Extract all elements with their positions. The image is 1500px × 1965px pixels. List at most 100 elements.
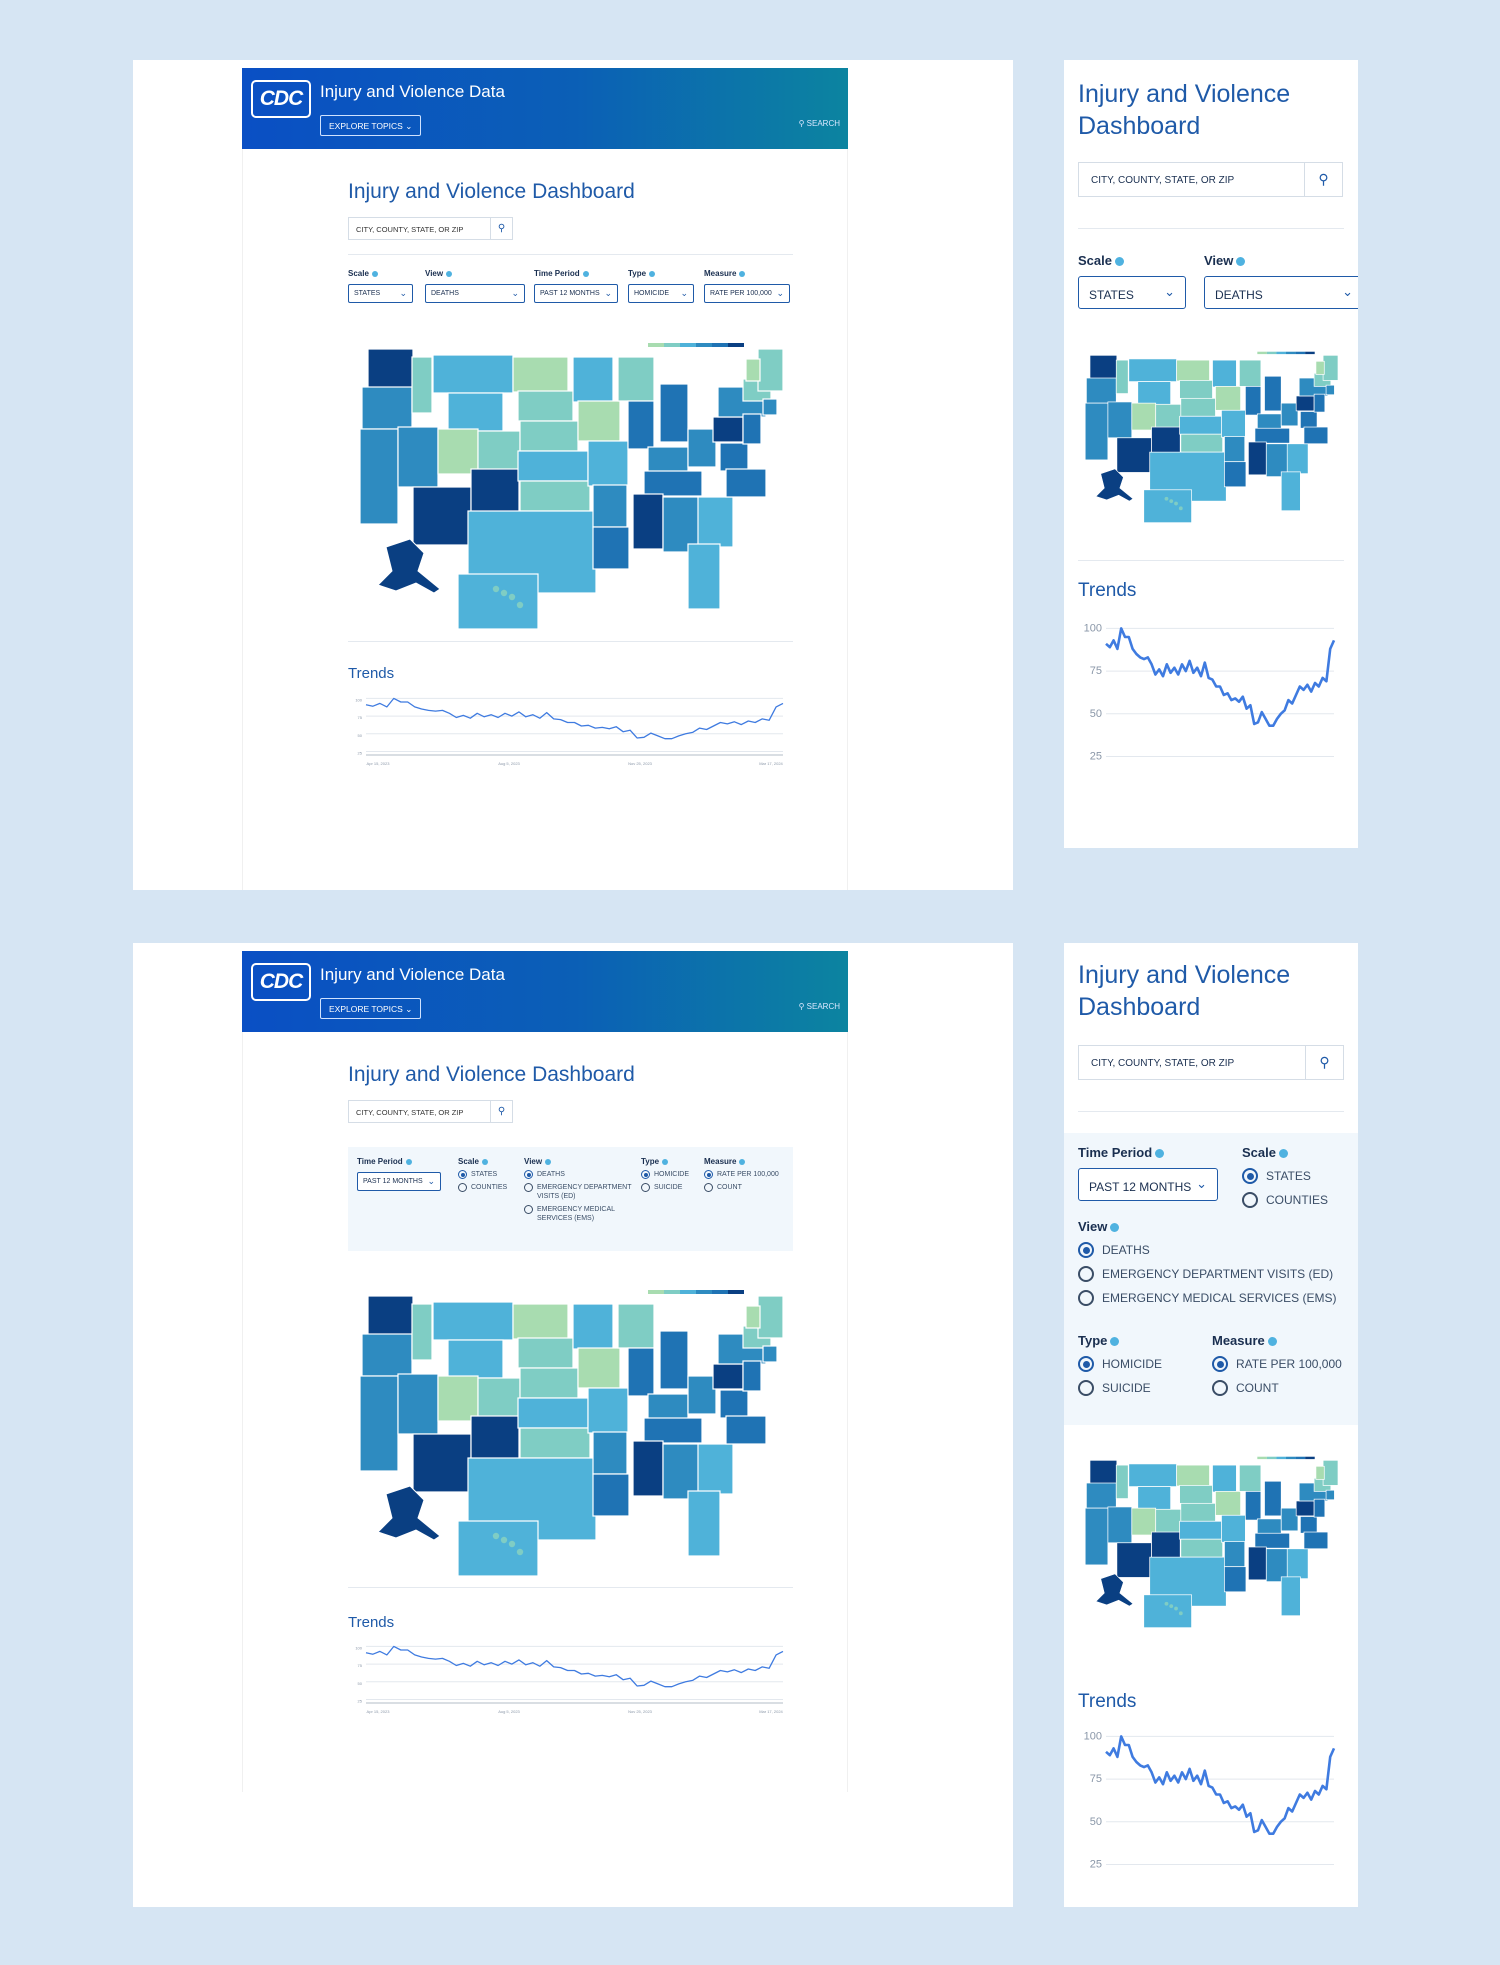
- state-shape: [1303, 1531, 1329, 1550]
- info-icon[interactable]: [739, 1158, 746, 1165]
- site-title[interactable]: Injury and Violence Data: [320, 82, 505, 101]
- info-icon[interactable]: [545, 1158, 552, 1165]
- measure-option-rate[interactable]: RATE PER 100,000: [1212, 1356, 1352, 1372]
- radio-selected[interactable]: [1212, 1356, 1228, 1372]
- radio-selected[interactable]: [1242, 1168, 1258, 1184]
- time-period-select[interactable]: PAST 12 MONTHS ⌄: [357, 1172, 441, 1191]
- radio-unselected[interactable]: [524, 1183, 533, 1192]
- radio-unselected[interactable]: [704, 1183, 713, 1192]
- info-icon[interactable]: [481, 1158, 488, 1165]
- scale-select[interactable]: STATES ⌄: [1078, 276, 1186, 309]
- search-icon[interactable]: ⚲: [490, 1101, 512, 1122]
- divider: [348, 1587, 793, 1588]
- info-icon[interactable]: [371, 270, 378, 277]
- search-placeholder: CITY, COUNTY, STATE, OR ZIP: [1091, 1058, 1235, 1069]
- measure-select[interactable]: RATE PER 100,000 ⌄: [704, 284, 790, 303]
- explore-topics-button[interactable]: EXPLORE TOPICS ⌄: [320, 115, 422, 136]
- type-option-homicide[interactable]: HOMICIDE: [641, 1170, 697, 1179]
- radio-unselected[interactable]: [1078, 1266, 1094, 1282]
- info-icon[interactable]: [739, 270, 746, 277]
- site-frame: CDC Injury and Violence Data EXPLORE TOP…: [242, 68, 848, 890]
- view-option-ed[interactable]: EMERGENCY DEPARTMENT VISITS (ED): [524, 1183, 634, 1201]
- info-icon[interactable]: [582, 270, 589, 277]
- info-icon[interactable]: [1267, 1337, 1277, 1347]
- cdc-logo[interactable]: CDC: [251, 80, 311, 118]
- measure-option-count[interactable]: COUNT: [704, 1183, 792, 1192]
- view-option-ems[interactable]: EMERGENCY MEDICAL SERVICES (EMS): [524, 1205, 634, 1223]
- radio-unselected[interactable]: [1078, 1380, 1094, 1396]
- scale-select[interactable]: STATES ⌄: [348, 284, 413, 303]
- state-shape: [587, 1387, 629, 1434]
- view-option-deaths[interactable]: DEATHS: [524, 1170, 634, 1179]
- radio-selected[interactable]: [524, 1170, 533, 1179]
- view-select[interactable]: DEATHS ⌄: [1204, 276, 1358, 309]
- time-period-value: PAST 12 MONTHS: [363, 1178, 423, 1185]
- y-tick-label: 25: [1090, 1858, 1102, 1870]
- site-title[interactable]: Injury and Violence Data: [320, 965, 505, 984]
- trends-chart: 100 75 50 25 Apr 15, 2023 Aug 5, 2023 Nov 25, …: [348, 1637, 793, 1722]
- option-label: DEATHS: [1102, 1243, 1150, 1257]
- measure-option-count[interactable]: COUNT: [1212, 1380, 1352, 1396]
- info-icon[interactable]: [1110, 1337, 1120, 1347]
- scale-option-counties[interactable]: COUNTIES: [1242, 1192, 1352, 1208]
- info-icon[interactable]: [1236, 257, 1246, 267]
- header-search-label: SEARCH: [806, 119, 840, 128]
- type-option-suicide[interactable]: SUICIDE: [1078, 1380, 1198, 1396]
- scale-option-states[interactable]: STATES: [1242, 1168, 1352, 1184]
- view-option-deaths[interactable]: DEATHS: [1078, 1242, 1348, 1258]
- state-shape: [1084, 402, 1109, 461]
- time-period-select[interactable]: PAST 12 MONTHS ⌄: [1078, 1168, 1218, 1201]
- radio-selected[interactable]: [641, 1170, 650, 1179]
- view-option-ed[interactable]: EMERGENCY DEPARTMENT VISITS (ED): [1078, 1266, 1348, 1282]
- radio-unselected[interactable]: [524, 1205, 533, 1214]
- cdc-logo[interactable]: CDC: [251, 963, 311, 1001]
- info-icon[interactable]: [1114, 257, 1124, 267]
- y-tick-label: 50: [1090, 708, 1102, 720]
- search-icon[interactable]: ⚲: [1305, 1046, 1343, 1079]
- option-label: COUNTIES: [471, 1184, 508, 1191]
- radio-selected[interactable]: [704, 1170, 713, 1179]
- radio-unselected[interactable]: [1078, 1290, 1094, 1306]
- explore-topics-button[interactable]: EXPLORE TOPICS ⌄: [320, 998, 422, 1019]
- info-icon[interactable]: [1110, 1223, 1120, 1233]
- type-select[interactable]: HOMICIDE ⌄: [628, 284, 694, 303]
- radio-unselected[interactable]: [1212, 1380, 1228, 1396]
- type-filter: Type HOMICIDE ⌄: [628, 269, 694, 303]
- search-icon[interactable]: ⚲: [490, 218, 512, 239]
- header-search-link[interactable]: ⚲ SEARCH: [799, 119, 840, 128]
- time-period-select[interactable]: PAST 12 MONTHS ⌄: [534, 284, 618, 303]
- info-icon[interactable]: [405, 1158, 412, 1165]
- info-icon[interactable]: [1278, 1149, 1288, 1159]
- legend-swatch: [1257, 351, 1267, 355]
- type-option-suicide[interactable]: SUICIDE: [641, 1183, 697, 1192]
- scale-option-counties[interactable]: COUNTIES: [458, 1183, 518, 1192]
- view-option-ems[interactable]: EMERGENCY MEDICAL SERVICES (EMS): [1078, 1290, 1348, 1306]
- info-icon[interactable]: [1155, 1149, 1165, 1159]
- location-search-input[interactable]: CITY, COUNTY, STATE, OR ZIP ⚲: [348, 1100, 513, 1123]
- header-search-link[interactable]: ⚲ SEARCH: [799, 1002, 840, 1011]
- search-icon[interactable]: ⚲: [1304, 163, 1342, 196]
- state-shape: [517, 450, 589, 482]
- mobile-dropdown-view: Injury and Violence Dashboard CITY, COUN…: [1064, 60, 1358, 848]
- type-option-homicide[interactable]: HOMICIDE: [1078, 1356, 1198, 1372]
- measure-option-rate[interactable]: RATE PER 100,000: [704, 1170, 792, 1179]
- radio-unselected[interactable]: [641, 1183, 650, 1192]
- location-search-input[interactable]: CITY, COUNTY, STATE, OR ZIP ⚲: [1078, 1045, 1344, 1080]
- option-label: COUNT: [717, 1184, 742, 1191]
- radio-selected[interactable]: [458, 1170, 467, 1179]
- search-icon: ⚲: [798, 119, 805, 128]
- location-search-input[interactable]: CITY, COUNTY, STATE, OR ZIP ⚲: [1078, 162, 1343, 197]
- radio-unselected[interactable]: [1242, 1192, 1258, 1208]
- location-search-input[interactable]: CITY, COUNTY, STATE, OR ZIP ⚲: [348, 217, 513, 240]
- state-shape: [1155, 1508, 1182, 1534]
- radio-unselected[interactable]: [458, 1183, 467, 1192]
- info-icon[interactable]: [649, 270, 656, 277]
- info-icon[interactable]: [662, 1158, 669, 1165]
- state-shape: [1239, 359, 1262, 387]
- view-select[interactable]: DEATHS ⌄: [425, 284, 525, 303]
- state-shape: [1295, 395, 1315, 412]
- scale-option-states[interactable]: STATES: [458, 1170, 518, 1179]
- radio-selected[interactable]: [1078, 1356, 1094, 1372]
- info-icon[interactable]: [446, 270, 453, 277]
- radio-selected[interactable]: [1078, 1242, 1094, 1258]
